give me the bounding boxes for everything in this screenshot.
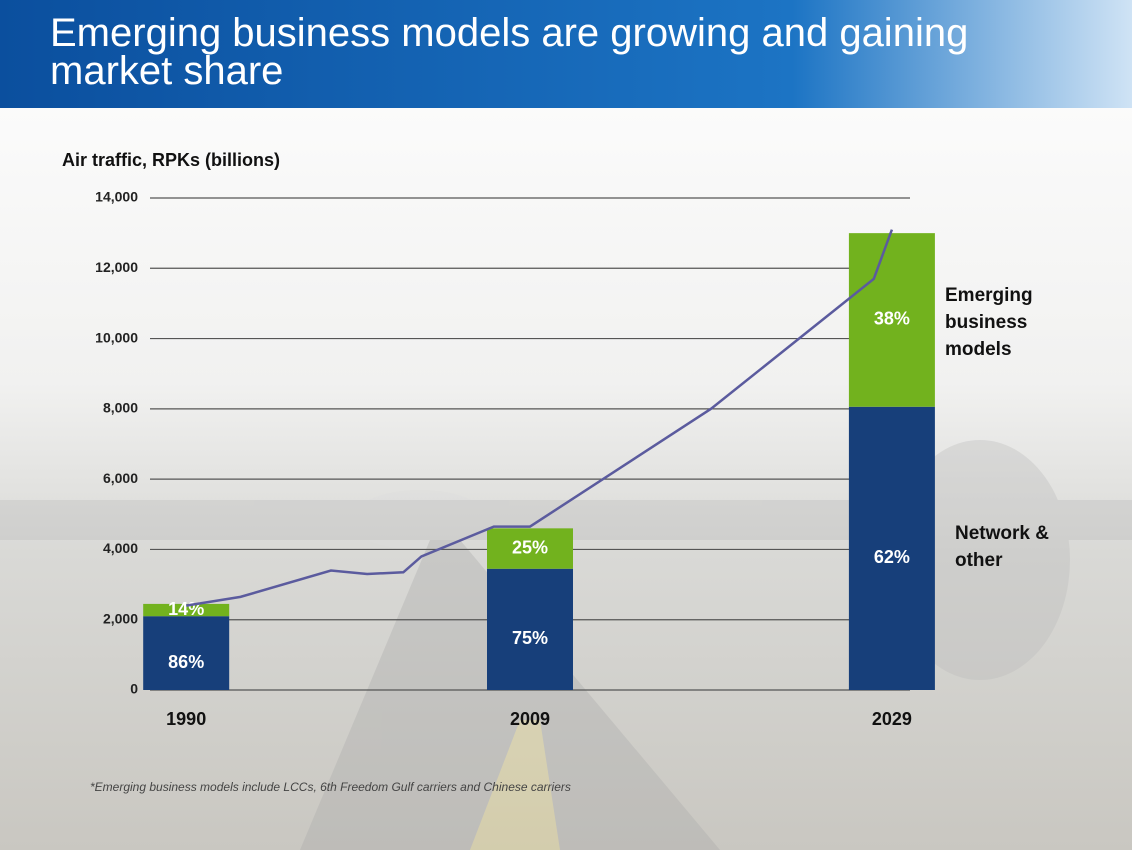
photo-shapes	[0, 440, 1132, 850]
legend-entry: Emerging business models	[945, 285, 1033, 360]
title-banner	[0, 0, 1132, 108]
y-tick-label: 2,000	[103, 610, 138, 626]
chart-title: Emerging business models are growing and…	[50, 11, 969, 93]
legend-entry: Network & other	[955, 523, 1049, 571]
x-tick-label: 1990	[166, 709, 206, 729]
share-label: 86%	[168, 652, 204, 672]
share-label: 62%	[874, 547, 910, 567]
bar-segment	[143, 616, 230, 690]
y-tick-label: 4,000	[103, 540, 138, 556]
y-tick-label: 8,000	[103, 400, 138, 416]
y-axis-label: Air traffic, RPKs (billions)	[62, 150, 281, 170]
y-tick-label: 10,000	[95, 329, 138, 345]
bar-segment	[487, 568, 573, 690]
bar-segment	[143, 603, 230, 617]
x-tick-label: 2029	[872, 709, 912, 729]
footnote: *Emerging business models include LCCs, …	[90, 780, 571, 794]
y-tick-label: 12,000	[95, 259, 138, 275]
traffic-line	[185, 229, 894, 607]
y-tick-label: 0	[130, 681, 138, 697]
bar-segment	[848, 406, 935, 690]
share-label: 75%	[512, 628, 548, 648]
share-label: 14%	[168, 599, 204, 619]
bar-segment	[487, 528, 573, 569]
share-label: 38%	[874, 309, 910, 329]
y-tick-label: 6,000	[103, 470, 138, 486]
bar-segment	[848, 233, 935, 407]
x-tick-label: 2009	[510, 709, 550, 729]
share-label: 25%	[512, 537, 548, 557]
y-tick-label: 14,000	[95, 189, 138, 205]
